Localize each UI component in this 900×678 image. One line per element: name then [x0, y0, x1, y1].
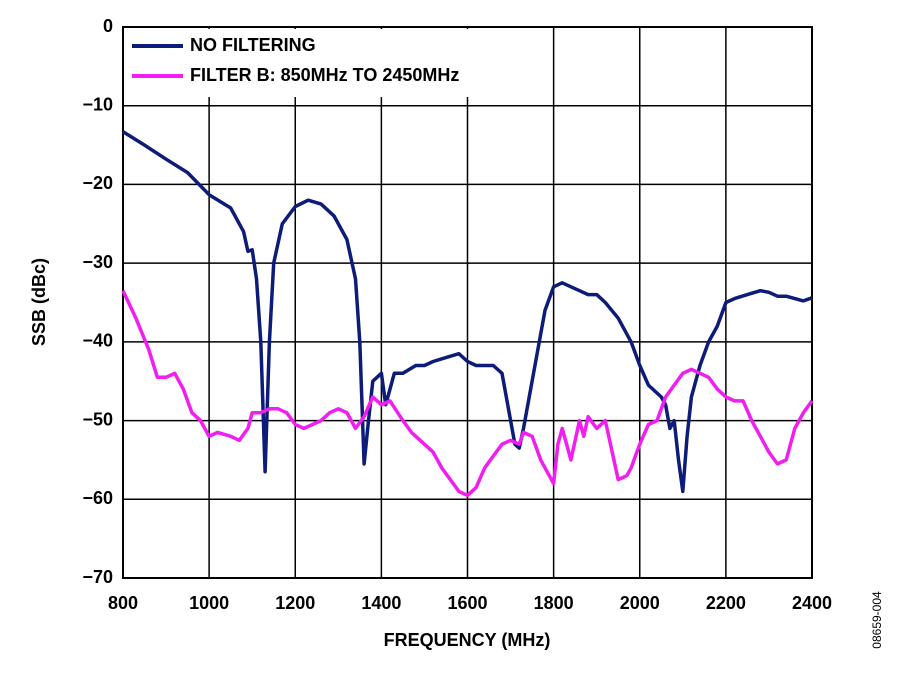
series-line: [121, 289, 814, 498]
x-tick-label: 1000: [189, 593, 229, 613]
legend-label: NO FILTERING: [190, 35, 316, 55]
y-tick-label: 0: [103, 16, 113, 36]
x-tick-label: 2400: [792, 593, 832, 613]
y-tick-label: −10: [82, 94, 113, 114]
x-tick-label: 800: [108, 593, 138, 613]
plot-frame: [122, 26, 813, 579]
y-tick-label: −40: [82, 331, 113, 351]
x-axis-label: FREQUENCY (MHz): [384, 630, 551, 650]
x-tick-label: 1200: [275, 593, 315, 613]
y-tick-label: −70: [82, 567, 113, 587]
y-tick-label: −50: [82, 409, 113, 429]
y-tick-label: −60: [82, 488, 113, 508]
x-tick-label: 1400: [361, 593, 401, 613]
legend-box: [125, 29, 550, 97]
x-tick-label: 2000: [620, 593, 660, 613]
x-tick-label: 1600: [447, 593, 487, 613]
annotation: 08659-004: [870, 591, 884, 649]
x-tick-label: 2200: [706, 593, 746, 613]
series-line: [122, 130, 813, 494]
x-tick-label: 1800: [534, 593, 574, 613]
legend-label: FILTER B: 850MHz TO 2450MHz: [190, 65, 459, 85]
y-tick-label: −20: [82, 173, 113, 193]
y-axis-label: SSB (dBc): [29, 258, 49, 346]
y-tick-label: −30: [82, 252, 113, 272]
